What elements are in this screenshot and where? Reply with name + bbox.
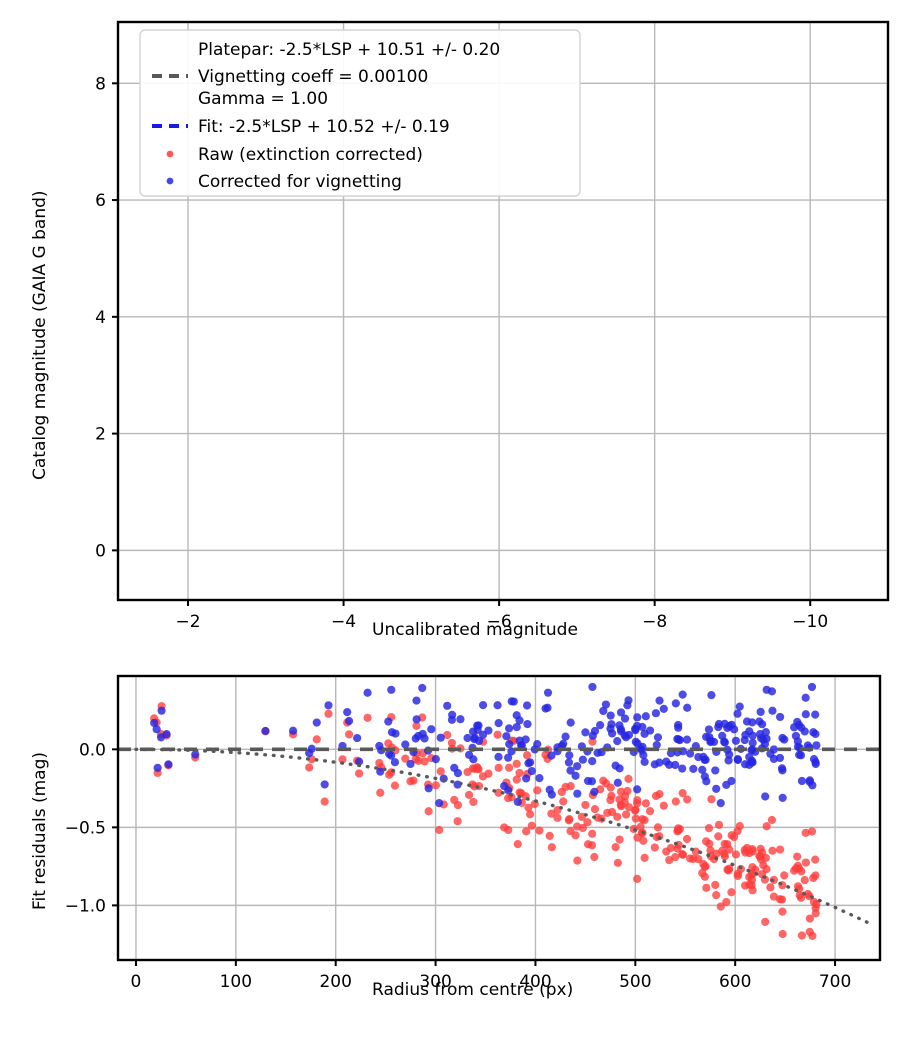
svg-text:200: 200 <box>319 972 351 992</box>
legend-entry-label: Gamma = 1.00 <box>198 89 328 109</box>
svg-text:−4: −4 <box>331 612 356 632</box>
svg-text:0.0: 0.0 <box>79 740 106 760</box>
vignetting-curve <box>134 747 875 927</box>
svg-text:500: 500 <box>619 972 651 992</box>
svg-text:8: 8 <box>95 74 106 94</box>
svg-text:700: 700 <box>819 972 851 992</box>
legend-entry-label: Fit: -2.5*LSP + 10.52 +/- 0.19 <box>198 117 450 137</box>
svg-text:−1.0: −1.0 <box>65 896 106 916</box>
svg-text:−8: −8 <box>642 612 667 632</box>
legend-entry-label: Raw (extinction corrected) <box>198 145 423 165</box>
svg-text:4: 4 <box>95 308 106 328</box>
svg-text:400: 400 <box>519 972 551 992</box>
fit-residuals-axis-label: Fit residuals (mag) <box>30 752 50 910</box>
calibration-scatter-panel: −2 −4 −6 −8 −10 0 2 4 6 8 Platepar: -2.5*LSP + 10.… <box>95 20 890 632</box>
svg-text:0: 0 <box>131 972 142 992</box>
uncalibrated-magnitude-axis-label: Uncalibrated magnitude <box>372 620 578 640</box>
svg-text:6: 6 <box>95 191 106 211</box>
svg-text:300: 300 <box>419 972 451 992</box>
residuals-plot-svg: 0 100 200 300 400 500 600 700 0.0 −0.5 −1.0 <box>65 674 882 992</box>
legend-dot-swatch <box>166 177 174 185</box>
svg-text:600: 600 <box>719 972 751 992</box>
svg-text:−10: −10 <box>792 612 828 632</box>
legend-dot-swatch <box>166 150 174 158</box>
svg-text:100: 100 <box>220 972 252 992</box>
calibration-legend: Platepar: -2.5*LSP + 10.51 +/- 0.20 Vigne… <box>139 29 581 197</box>
residuals-axis-frame <box>116 674 882 962</box>
svg-text:−2: −2 <box>175 612 200 632</box>
svg-text:−0.5: −0.5 <box>65 818 106 838</box>
fit-residuals-panel: 0 100 200 300 400 500 600 700 0.0 −0.5 −1.0 <box>0 660 900 1050</box>
calibration-ticks: −2 −4 −6 −8 −10 0 2 4 6 8 <box>95 74 828 632</box>
legend-entry-label: Corrected for vignetting <box>198 172 402 192</box>
svg-text:2: 2 <box>95 425 106 445</box>
catalog-magnitude-axis-label: Catalog magnitude (GAIA G band) <box>30 190 50 480</box>
legend-entry-label: Vignetting coeff = 0.00100 <box>198 67 428 87</box>
calibration-plot-svg: −2 −4 −6 −8 −10 0 2 4 6 8 Platepar: -2.5*LSP + 10.… <box>95 20 890 632</box>
residuals-ticks: 0 100 200 300 400 500 600 700 0.0 −0.5 −1.0 <box>65 740 852 992</box>
calibration-axis-frame <box>116 20 890 602</box>
svg-text:0: 0 <box>95 541 106 561</box>
legend-entry-label: Platepar: -2.5*LSP + 10.51 +/- 0.20 <box>198 40 500 60</box>
radius-axis-label: Radius from centre (px) <box>372 980 574 1000</box>
svg-text:−6: −6 <box>487 612 512 632</box>
